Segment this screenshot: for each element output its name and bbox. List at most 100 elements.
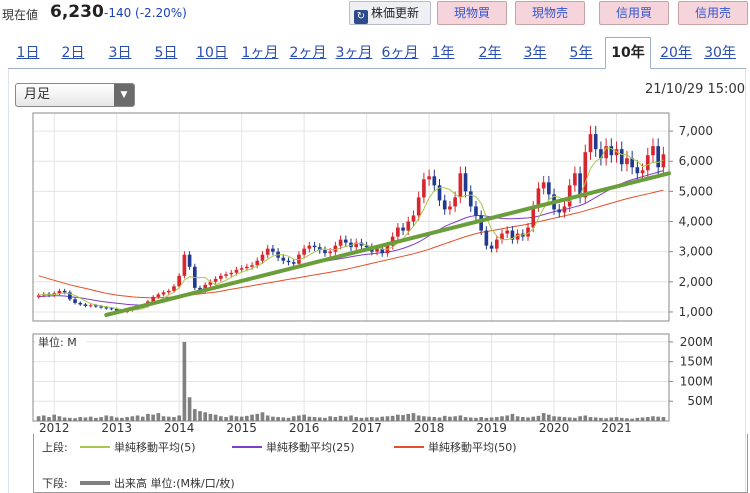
volume-bar — [349, 415, 353, 421]
x-tick-label: 2012 — [39, 421, 70, 435]
candle-body — [625, 158, 629, 165]
volume-bar — [57, 416, 62, 421]
tab-3y[interactable]: 3年 — [523, 45, 547, 61]
volume-bar — [364, 417, 369, 421]
tab-6m[interactable]: 6ヶ月 — [381, 45, 419, 61]
candle-body — [177, 275, 182, 287]
tab-2y[interactable]: 2年 — [478, 45, 502, 61]
volume-bar — [62, 417, 67, 421]
price-tick-label: 6,000 — [679, 154, 713, 168]
volume-bar — [619, 417, 624, 421]
tab-30y[interactable]: 30年 — [704, 45, 736, 61]
volume-bar — [531, 416, 536, 421]
volume-bar — [302, 414, 306, 421]
volume-grid — [33, 334, 669, 421]
tab-5y[interactable]: 5年 — [569, 45, 593, 61]
candle-body — [281, 257, 286, 261]
volume-plot-frame — [32, 333, 670, 422]
volume-bar — [291, 416, 296, 421]
chart-panel — [8, 69, 746, 493]
volume-bar — [661, 417, 666, 421]
volume-bar — [161, 416, 166, 421]
candle-body — [354, 242, 359, 248]
volume-bar — [343, 416, 348, 421]
volume-bar — [375, 417, 379, 421]
candle-body — [635, 167, 640, 174]
candle-body — [62, 290, 67, 293]
volume-bar — [187, 397, 192, 421]
candle-body — [588, 134, 593, 153]
candle-body — [458, 173, 463, 198]
volume-bar — [166, 416, 171, 421]
volume-bar — [557, 416, 562, 421]
volume-bar — [354, 417, 359, 421]
volume-bar — [245, 415, 249, 421]
tab-1m[interactable]: 1ヶ月 — [241, 45, 279, 61]
margin-buy-button[interactable]: 信用買 — [599, 1, 669, 25]
tab-20y[interactable]: 20年 — [660, 45, 692, 61]
candle-body — [401, 227, 405, 231]
x-tick-label: 2019 — [476, 421, 507, 435]
volume-bar — [484, 417, 489, 421]
volume-bar — [317, 417, 322, 421]
volume-bar — [562, 417, 567, 421]
candle-body — [172, 286, 176, 291]
candlestick-series — [36, 125, 666, 314]
candle-body — [541, 182, 546, 189]
volume-bar — [172, 417, 176, 421]
candle-body — [489, 245, 494, 249]
tab-1d[interactable]: 1日 — [16, 45, 40, 61]
tab-2d[interactable]: 2日 — [61, 45, 85, 61]
candle-body — [599, 149, 603, 159]
candle-body — [453, 197, 457, 207]
spot-buy-button[interactable]: 現物買 — [437, 1, 507, 25]
margin-sell-button[interactable]: 信用売 — [678, 1, 748, 25]
tab-3m[interactable]: 3ヶ月 — [335, 45, 373, 61]
volume-bar — [448, 416, 452, 421]
spot-sell-button[interactable]: 現物売 — [515, 1, 585, 25]
tab-10d[interactable]: 10日 — [196, 45, 228, 61]
legend-volume-label: 出来高 単位:(M株/口/枚) — [114, 477, 235, 490]
volume-series — [36, 341, 666, 421]
candle-body — [68, 292, 72, 300]
volume-bar — [192, 409, 197, 421]
volume-bar — [265, 415, 270, 421]
tab-3d[interactable]: 3日 — [108, 45, 132, 61]
volume-bar — [463, 417, 468, 421]
price-tick-label: 2,000 — [679, 275, 713, 289]
volume-bar — [515, 416, 520, 421]
candle-body — [510, 230, 515, 240]
candle-body — [505, 230, 510, 234]
candle-body — [156, 294, 161, 297]
trend-line — [104, 171, 671, 317]
candle-body — [307, 245, 312, 249]
candle-body — [302, 248, 306, 255]
tab-2m[interactable]: 2ヶ月 — [289, 45, 327, 61]
volume-bar — [489, 417, 494, 421]
refresh-price-button[interactable]: ↻ 株価更新 — [349, 1, 431, 25]
volume-bar — [203, 412, 208, 421]
tab-10y[interactable]: 10年 — [605, 37, 651, 69]
candle-period-select[interactable]: 月足 ▼ — [15, 83, 135, 107]
candle-body — [656, 146, 661, 168]
tab-5d[interactable]: 5日 — [154, 45, 178, 61]
candle-body — [151, 296, 155, 302]
price-tick-label: 5,000 — [679, 184, 713, 198]
candle-body — [88, 305, 93, 307]
volume-bar — [573, 417, 577, 421]
refresh-price-label: 株価更新 — [371, 6, 420, 20]
volume-bar — [422, 416, 426, 421]
candle-body — [448, 206, 452, 210]
legend-ma25: 単純移動平均(25) — [232, 439, 355, 455]
volume-swatch — [80, 481, 110, 485]
candle-body — [411, 215, 416, 222]
price-tick-label: 7,000 — [679, 124, 713, 138]
volume-bar — [547, 414, 551, 421]
candle-body — [99, 306, 103, 308]
candle-body — [224, 274, 228, 276]
tab-1y[interactable]: 1年 — [431, 45, 455, 61]
price-tick-label: 3,000 — [679, 245, 713, 259]
chevron-down-icon: ▼ — [114, 84, 134, 106]
x-tick-label: 2021 — [601, 421, 632, 435]
